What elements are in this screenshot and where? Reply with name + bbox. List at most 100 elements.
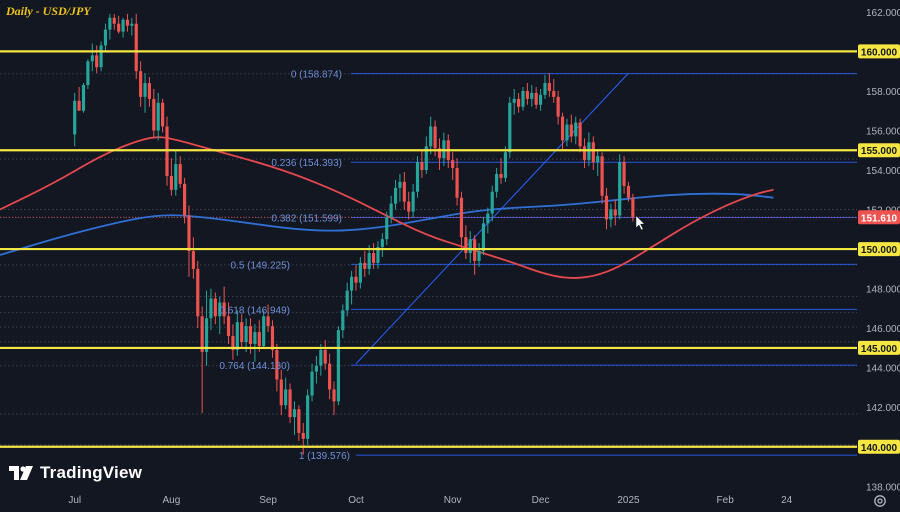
- candle[interactable]: [73, 92, 77, 147]
- candle[interactable]: [112, 13, 116, 30]
- candle[interactable]: [174, 150, 178, 196]
- candle[interactable]: [490, 185, 494, 222]
- candle[interactable]: [609, 203, 613, 228]
- candle[interactable]: [459, 191, 464, 250]
- candle[interactable]: [508, 96, 512, 159]
- candle[interactable]: [323, 340, 327, 370]
- candle[interactable]: [292, 401, 297, 435]
- candle[interactable]: [613, 199, 617, 226]
- candle[interactable]: [464, 225, 468, 259]
- candle[interactable]: [350, 270, 354, 305]
- candle[interactable]: [455, 158, 459, 206]
- candle[interactable]: [183, 177, 187, 224]
- candle[interactable]: [499, 158, 503, 184]
- candle[interactable]: [191, 237, 195, 279]
- candle[interactable]: [103, 23, 108, 52]
- candle[interactable]: [429, 116, 433, 155]
- candle[interactable]: [591, 136, 595, 171]
- candle[interactable]: [622, 156, 626, 194]
- candle[interactable]: [147, 77, 152, 107]
- candle[interactable]: [503, 146, 507, 182]
- candle[interactable]: [552, 79, 556, 103]
- candle[interactable]: [393, 179, 398, 210]
- candle[interactable]: [380, 233, 384, 257]
- candle[interactable]: [407, 191, 411, 220]
- candle[interactable]: [560, 112, 565, 151]
- candle[interactable]: [556, 90, 560, 125]
- candle[interactable]: [578, 118, 582, 153]
- candle[interactable]: [284, 377, 288, 410]
- candle[interactable]: [288, 383, 292, 424]
- candle[interactable]: [398, 173, 402, 202]
- candle[interactable]: [538, 88, 543, 111]
- candle[interactable]: [108, 13, 112, 40]
- candle[interactable]: [389, 195, 393, 224]
- candle[interactable]: [358, 256, 362, 289]
- candle[interactable]: [125, 13, 130, 32]
- candle[interactable]: [200, 306, 204, 414]
- candle[interactable]: [196, 260, 200, 329]
- candle[interactable]: [231, 324, 235, 360]
- candle[interactable]: [402, 171, 406, 210]
- candle[interactable]: [240, 314, 244, 348]
- candle[interactable]: [345, 282, 349, 317]
- candle[interactable]: [134, 13, 138, 80]
- candle[interactable]: [270, 320, 275, 358]
- candle[interactable]: [354, 264, 358, 291]
- candle[interactable]: [86, 59, 90, 89]
- candle[interactable]: [130, 17, 134, 36]
- candle[interactable]: [90, 43, 94, 72]
- candle[interactable]: [371, 243, 376, 269]
- candle[interactable]: [99, 41, 103, 72]
- candle[interactable]: [486, 207, 490, 234]
- candle[interactable]: [143, 73, 147, 113]
- candle[interactable]: [310, 363, 314, 402]
- candle[interactable]: [596, 150, 600, 176]
- candle[interactable]: [631, 193, 635, 222]
- candle[interactable]: [517, 92, 521, 113]
- candle[interactable]: [451, 152, 455, 180]
- candle[interactable]: [306, 389, 310, 445]
- candle[interactable]: [187, 205, 191, 277]
- candle[interactable]: [319, 343, 323, 376]
- candle[interactable]: [411, 183, 415, 218]
- candle[interactable]: [363, 251, 367, 277]
- candle[interactable]: [226, 302, 231, 344]
- candle[interactable]: [222, 286, 226, 325]
- candle[interactable]: [257, 320, 261, 352]
- settings-gear-icon[interactable]: [873, 494, 887, 508]
- candle[interactable]: [420, 150, 424, 178]
- candle[interactable]: [244, 318, 248, 352]
- candle[interactable]: [530, 85, 534, 107]
- candle[interactable]: [301, 423, 305, 455]
- candle[interactable]: [218, 296, 222, 335]
- candle[interactable]: [521, 86, 525, 111]
- candle[interactable]: [477, 243, 481, 267]
- candle[interactable]: [209, 288, 213, 331]
- candle[interactable]: [437, 138, 442, 171]
- candle[interactable]: [468, 231, 472, 263]
- candle[interactable]: [604, 187, 609, 230]
- candle[interactable]: [600, 152, 604, 204]
- candle[interactable]: [336, 326, 340, 406]
- candle[interactable]: [297, 405, 301, 441]
- candle[interactable]: [543, 75, 547, 99]
- candle[interactable]: [95, 45, 99, 74]
- candle[interactable]: [213, 292, 217, 325]
- candle[interactable]: [121, 17, 125, 38]
- candle[interactable]: [314, 355, 319, 384]
- candle[interactable]: [415, 156, 420, 198]
- candle[interactable]: [618, 154, 622, 220]
- candle[interactable]: [161, 98, 165, 133]
- candle[interactable]: [77, 86, 81, 111]
- candle[interactable]: [266, 304, 270, 333]
- candle[interactable]: [152, 88, 156, 139]
- candle[interactable]: [139, 61, 143, 107]
- candle[interactable]: [178, 156, 182, 188]
- candle[interactable]: [376, 241, 380, 269]
- candle[interactable]: [156, 92, 160, 141]
- candle[interactable]: [512, 88, 516, 115]
- candle[interactable]: [81, 83, 86, 113]
- candle[interactable]: [547, 73, 551, 97]
